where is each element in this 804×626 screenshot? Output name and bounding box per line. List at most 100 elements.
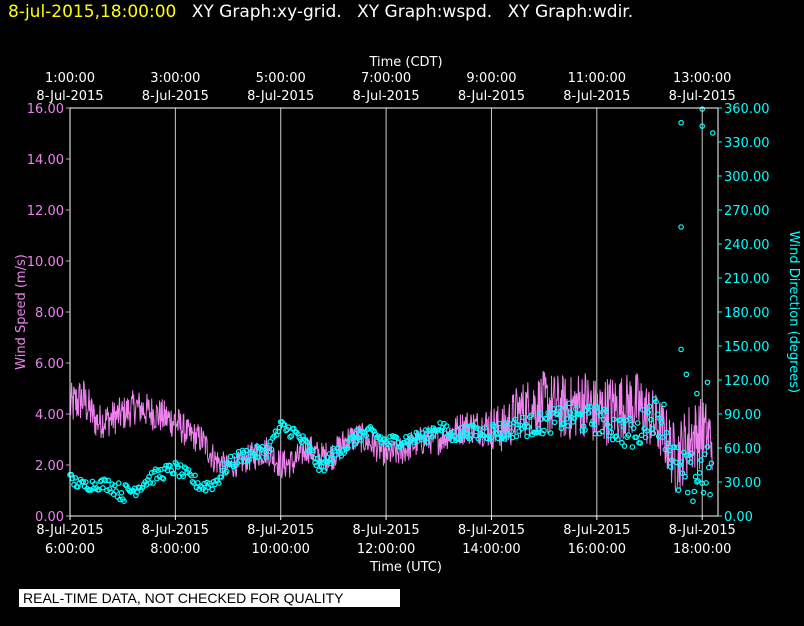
wind-direction-point (351, 441, 358, 448)
wind-direction-point (705, 464, 712, 471)
wind-direction-point (181, 464, 188, 471)
wind-direction-point (683, 452, 690, 459)
right-tick-label: 300.00 (724, 170, 770, 185)
right-tick-label: 360.00 (724, 102, 770, 117)
wind-direction-point (520, 414, 526, 421)
wind-direction-point (488, 434, 495, 441)
wind-direction-point (341, 450, 347, 456)
wind-direction-point (567, 409, 574, 416)
wind-direction-point (412, 437, 418, 444)
wind-direction-point (621, 443, 628, 449)
left-tick-label: 16.00 (27, 102, 64, 117)
wind-direction-point (543, 416, 550, 422)
wind-direction-point (255, 454, 262, 461)
wind-direction-point (288, 433, 295, 439)
top-tick-date: 8-Jul-2015 (247, 89, 314, 104)
wind-direction-point (202, 487, 209, 494)
wind-direction-point (611, 416, 617, 423)
wind-direction-point (306, 443, 313, 450)
wind-direction-point (683, 371, 690, 378)
left-tick-label: 6.00 (35, 357, 64, 372)
top-tick-date: 8-Jul-2015 (142, 89, 209, 104)
wind-direction-point (644, 428, 650, 434)
left-tick-label: 12.00 (27, 204, 64, 219)
title-bar: 8-jul-2015,18:00:00 XY Graph:xy-grid. XY… (8, 2, 643, 22)
bottom-tick-time: 18:00:00 (673, 542, 731, 557)
right-tick-label: 210.00 (724, 272, 770, 287)
left-tick-label: 0.00 (35, 510, 64, 525)
wind-direction-point (696, 469, 703, 476)
wind-direction-point (422, 427, 429, 433)
wind-direction-point (534, 429, 541, 436)
wind-direction-point (118, 489, 125, 496)
wind-direction-point (550, 405, 557, 412)
wind-direction-point (251, 451, 258, 458)
wind-direction-point (413, 429, 420, 436)
wind-direction-point (629, 444, 636, 450)
wind-direction-point (216, 480, 222, 486)
wind-direction-point (709, 130, 716, 136)
wind-direction-point (218, 474, 225, 480)
wind-direction-point (679, 470, 686, 476)
wind-direction-point (608, 429, 615, 436)
top-tick-date: 8-Jul-2015 (458, 89, 525, 104)
wind-direction-point (462, 423, 468, 429)
wind-direction-point (675, 487, 682, 493)
wind-direction-point (513, 433, 520, 440)
wind-direction-point (115, 480, 122, 486)
wind-direction-point (666, 447, 673, 454)
wind-direction-point (482, 425, 488, 431)
wind-direction-point (637, 440, 644, 446)
bottom-tick-date: 8-Jul-2015 (669, 523, 736, 538)
timestamp: 8-jul-2015,18:00:00 (8, 2, 177, 22)
wind-direction-point (268, 446, 275, 453)
wind-direction-point (105, 477, 112, 484)
bottom-axis-title: Time (UTC) (369, 560, 442, 575)
wind-direction-point (659, 434, 666, 441)
wind-direction-point (363, 433, 370, 439)
wind-direction-point (698, 457, 704, 464)
wind-direction-point (345, 445, 351, 451)
wind-direction-point (476, 426, 483, 433)
wind-direction-point (508, 428, 515, 435)
wind-direction-point (587, 403, 594, 410)
top-tick-date: 8-Jul-2015 (353, 89, 420, 104)
top-tick-time: 7:00:00 (361, 71, 411, 86)
bottom-tick-time: 8:00:00 (150, 542, 200, 557)
wind-direction-point (536, 426, 542, 432)
wind-direction-point (223, 468, 230, 475)
wind-direction-point (155, 467, 162, 474)
wind-direction-point (279, 418, 285, 425)
wind-direction-point (313, 462, 320, 469)
wind-direction-point (661, 401, 667, 408)
bottom-tick-date: 8-Jul-2015 (353, 523, 420, 538)
top-tick-time: 11:00:00 (568, 71, 626, 86)
wind-direction-point (316, 467, 322, 474)
wind-direction-point (695, 478, 702, 484)
wind-direction-point (651, 396, 658, 402)
wind-direction-point (658, 419, 665, 426)
wind-direction-point (703, 480, 709, 486)
wind-direction-point (499, 435, 505, 442)
wind-direction-point (555, 405, 562, 411)
wind-direction-point (123, 482, 130, 489)
left-tick-label: 14.00 (27, 153, 64, 168)
wind-direction-point (497, 430, 504, 437)
wind-direction-point (691, 488, 698, 495)
wind-direction-point (640, 407, 646, 413)
wind-direction-point (669, 457, 675, 463)
right-tick-label: 90.00 (724, 408, 761, 423)
wind-direction-point (501, 436, 508, 442)
wind-direction-point (586, 409, 592, 416)
wind-direction-point (642, 434, 649, 441)
wind-direction-point (539, 430, 546, 437)
wind-direction-point (83, 479, 89, 485)
wind-direction-point (100, 484, 106, 491)
wind-direction-point (699, 123, 705, 129)
wind-direction-point (678, 346, 684, 353)
bottom-tick-date: 8-Jul-2015 (142, 523, 209, 538)
wind-direction-point (704, 443, 711, 450)
wind-direction-point (630, 425, 637, 431)
bottom-tick-date: 8-Jul-2015 (247, 523, 314, 538)
top-tick-time: 13:00:00 (673, 71, 731, 86)
